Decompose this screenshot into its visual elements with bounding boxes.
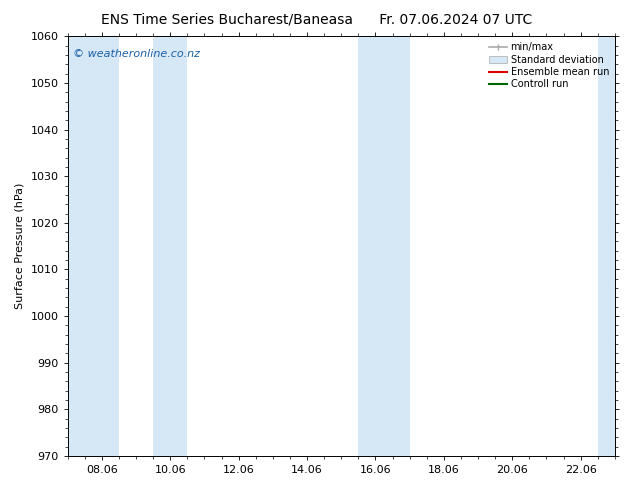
Bar — [68, 36, 119, 456]
Y-axis label: Surface Pressure (hPa): Surface Pressure (hPa) — [15, 183, 25, 309]
Text: © weatheronline.co.nz: © weatheronline.co.nz — [73, 49, 200, 59]
Text: ENS Time Series Bucharest/Baneasa      Fr. 07.06.2024 07 UTC: ENS Time Series Bucharest/Baneasa Fr. 07… — [101, 12, 533, 26]
Legend: min/max, Standard deviation, Ensemble mean run, Controll run: min/max, Standard deviation, Ensemble me… — [486, 39, 612, 92]
Bar — [153, 36, 188, 456]
Bar — [598, 36, 615, 456]
Bar — [358, 36, 410, 456]
